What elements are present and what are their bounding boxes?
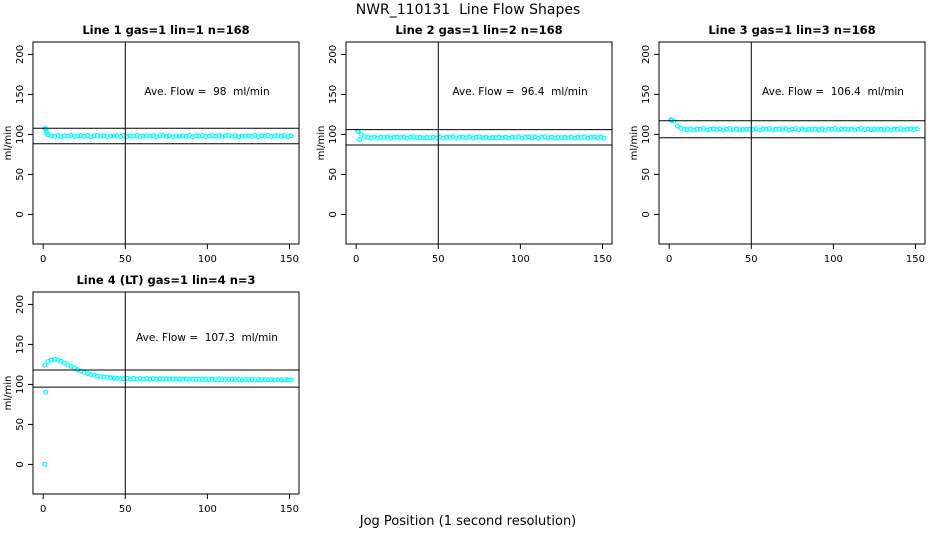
- svg-text:50: 50: [328, 168, 339, 181]
- svg-text:50: 50: [745, 254, 758, 265]
- svg-text:0: 0: [15, 461, 26, 467]
- svg-text:100: 100: [824, 254, 843, 265]
- svg-text:0: 0: [328, 211, 339, 217]
- panel-line-2: Line 2 gas=1 lin=2 n=168 Ave. Flow = 96.…: [313, 22, 625, 272]
- svg-text:ml/min: ml/min: [3, 126, 14, 161]
- scatter-plot-line-4: 0 50 100 150 0 50 100 150 200 ml/min: [3, 291, 300, 515]
- panel-line-1: Line 1 gas=1 lin=1 n=168 Ave. Flow = 98 …: [0, 22, 312, 272]
- svg-text:200: 200: [15, 295, 26, 314]
- svg-text:150: 150: [641, 85, 652, 104]
- ave-flow-annotation-line-2: Ave. Flow = 96.4 ml/min: [452, 86, 588, 98]
- svg-text:0: 0: [15, 211, 26, 217]
- svg-text:50: 50: [432, 254, 445, 265]
- panel-title-line-1: Line 1 gas=1 lin=1 n=168: [82, 23, 250, 37]
- ave-flow-annotation-line-4: Ave. Flow = 107.3 ml/min: [136, 332, 278, 344]
- scatter-plot-line-1: 0 50 100 150 0 50 100 150 200 ml/min: [3, 41, 300, 265]
- svg-text:50: 50: [15, 418, 26, 431]
- svg-text:100: 100: [511, 254, 530, 265]
- ave-flow-annotation-line-3: Ave. Flow = 106.4 ml/min: [762, 86, 904, 98]
- svg-text:0: 0: [40, 254, 46, 265]
- panel-line-3: Line 3 gas=1 lin=3 n=168 Ave. Flow = 106…: [626, 22, 936, 272]
- svg-text:150: 150: [593, 254, 612, 265]
- svg-text:100: 100: [641, 125, 652, 144]
- panel-title-line-3: Line 3 gas=1 lin=3 n=168: [708, 23, 876, 37]
- scatter-plot-line-2: 0 50 100 150 0 50 100 150 200 ml/min: [316, 41, 613, 265]
- svg-text:ml/min: ml/min: [3, 376, 14, 411]
- svg-text:100: 100: [198, 504, 217, 515]
- svg-text:0: 0: [641, 211, 652, 217]
- svg-text:50: 50: [641, 168, 652, 181]
- svg-text:150: 150: [280, 504, 299, 515]
- svg-text:100: 100: [15, 125, 26, 144]
- svg-text:50: 50: [119, 504, 132, 515]
- svg-text:200: 200: [328, 45, 339, 64]
- figure-title: NWR_110131 Line Flow Shapes: [355, 2, 581, 18]
- svg-text:150: 150: [15, 85, 26, 104]
- svg-text:50: 50: [15, 168, 26, 181]
- scatter-plot-line-3: 0 50 100 150 0 50 100 150 200 ml/min: [629, 41, 926, 265]
- svg-text:100: 100: [15, 375, 26, 394]
- svg-text:200: 200: [641, 45, 652, 64]
- svg-text:150: 150: [906, 254, 925, 265]
- svg-text:100: 100: [328, 125, 339, 144]
- svg-text:150: 150: [15, 335, 26, 354]
- svg-text:0: 0: [353, 254, 359, 265]
- svg-text:0: 0: [666, 254, 672, 265]
- svg-text:ml/min: ml/min: [629, 126, 640, 161]
- panel-title-line-2: Line 2 gas=1 lin=2 n=168: [395, 23, 563, 37]
- ave-flow-annotation-line-1: Ave. Flow = 98 ml/min: [144, 86, 270, 98]
- svg-text:ml/min: ml/min: [316, 126, 327, 161]
- figure-xlabel: Jog Position (1 second resolution): [359, 514, 577, 529]
- panel-line-4: Line 4 (LT) gas=1 lin=4 n=3 Ave. Flow = …: [0, 272, 312, 522]
- svg-text:50: 50: [119, 254, 132, 265]
- svg-text:100: 100: [198, 254, 217, 265]
- svg-text:150: 150: [280, 254, 299, 265]
- svg-text:200: 200: [15, 45, 26, 64]
- svg-text:150: 150: [328, 85, 339, 104]
- svg-text:0: 0: [40, 504, 46, 515]
- panel-title-line-4: Line 4 (LT) gas=1 lin=4 n=3: [76, 273, 256, 287]
